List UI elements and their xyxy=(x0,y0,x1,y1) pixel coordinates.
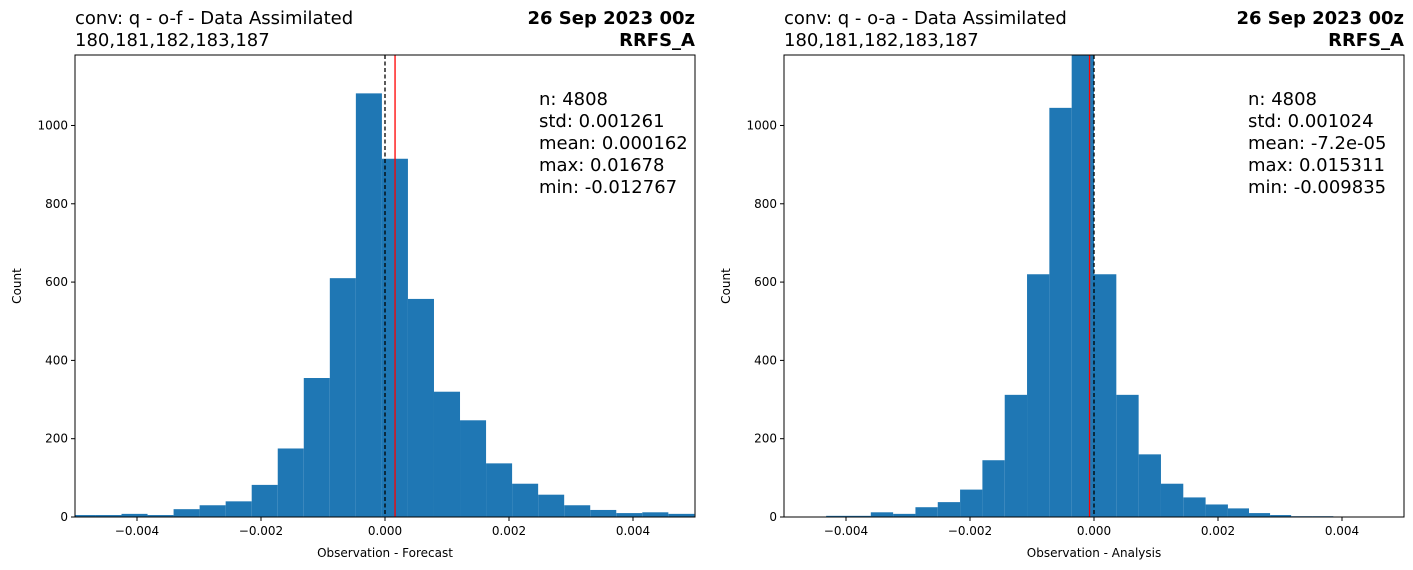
histogram-bar xyxy=(616,513,643,517)
histogram-bar xyxy=(915,507,938,517)
histogram-bar xyxy=(1116,394,1139,517)
stat-mean: mean: 0.000162 xyxy=(539,133,688,154)
histogram-bar xyxy=(486,463,513,517)
histogram-bar xyxy=(1071,55,1094,517)
stat-max: max: 0.015311 xyxy=(1248,155,1385,176)
y-tick-label: 400 xyxy=(754,353,777,367)
y-tick-label: 200 xyxy=(754,432,777,446)
stats-box: n: 4808 std: 0.001024 mean: -7.2e-05 max… xyxy=(1248,89,1386,199)
histogram-bar xyxy=(147,515,174,517)
x-tick-label: 0.000 xyxy=(368,524,402,538)
x-tick-label: 0.004 xyxy=(1325,524,1359,538)
x-tick-label: −0.004 xyxy=(115,524,159,538)
histogram-bar xyxy=(960,489,983,517)
title-left-line2: 180,181,182,183,187 xyxy=(75,30,270,51)
histogram-bar xyxy=(1183,497,1206,517)
stat-min: min: -0.009835 xyxy=(1248,177,1387,198)
histogram-bar xyxy=(433,391,461,517)
histogram-bar xyxy=(1205,504,1228,517)
histogram-bar xyxy=(642,512,669,517)
y-axis-label: Count xyxy=(719,268,733,304)
histogram-bar xyxy=(982,460,1005,517)
y-tick-label: 600 xyxy=(754,275,777,289)
histogram-bar xyxy=(870,512,894,517)
stat-std: std: 0.001261 xyxy=(539,111,665,132)
y-tick-label: 400 xyxy=(45,353,68,367)
y-tick-label: 800 xyxy=(45,197,68,211)
histogram-bar xyxy=(75,515,96,517)
x-axis-label: Observation - Forecast xyxy=(317,546,453,560)
histogram-bar xyxy=(937,502,961,517)
histogram-analysis: −0.004 −0.002 0.000 0.002 0.004 0 200 400 600 800… xyxy=(719,54,1405,560)
chart-panel-forecast: conv: q - o-f - Data Assimilated 180,181… xyxy=(0,0,700,570)
histogram-bar xyxy=(173,509,200,517)
y-tick-label: 0 xyxy=(60,510,68,524)
histogram-bar xyxy=(407,298,434,517)
histogram-bar xyxy=(303,378,330,517)
title-right-date: 26 Sep 2023 00z xyxy=(1236,8,1404,29)
histogram-bar xyxy=(1094,274,1117,517)
title-right-date: 26 Sep 2023 00z xyxy=(527,8,695,29)
histogram-bar xyxy=(329,278,356,517)
histogram-bar xyxy=(1049,107,1072,517)
plot-area xyxy=(75,55,695,517)
y-tick-label: 800 xyxy=(754,197,777,211)
x-axis-label: Observation - Analysis xyxy=(1027,546,1161,560)
histogram-bar xyxy=(668,513,695,517)
histogram-bar xyxy=(1160,483,1184,517)
x-tick-label: 0.004 xyxy=(616,524,650,538)
histogram-bar xyxy=(538,494,565,517)
x-tick-label: −0.004 xyxy=(824,524,868,538)
x-tick-label: −0.002 xyxy=(239,524,283,538)
y-tick-label: 200 xyxy=(45,432,68,446)
histogram-bar xyxy=(460,420,487,517)
stats-box: n: 4808 std: 0.001261 mean: 0.000162 max… xyxy=(539,89,688,199)
histogram-bar xyxy=(251,484,278,517)
y-tick-label: 600 xyxy=(45,275,68,289)
histogram-bar xyxy=(1027,274,1050,517)
stat-min: min: -0.012767 xyxy=(539,177,678,198)
histogram-bar xyxy=(1249,513,1271,517)
histogram-bar xyxy=(1227,508,1249,517)
chart-panel-analysis: conv: q - o-a - Data Assimilated 180,181… xyxy=(709,0,1409,570)
histogram-bar xyxy=(355,93,382,517)
histogram-forecast: −0.004 −0.002 0.000 0.002 0.004 0 200 400 600 800… xyxy=(10,54,696,560)
histogram-bar xyxy=(277,448,304,517)
histogram-bar xyxy=(826,515,849,517)
y-tick-label: 1000 xyxy=(37,118,68,132)
stat-n: n: 4808 xyxy=(539,89,609,110)
histogram-bar xyxy=(95,515,122,517)
stat-mean: mean: -7.2e-05 xyxy=(1248,133,1387,154)
x-tick-label: −0.002 xyxy=(948,524,992,538)
y-tick-label: 1000 xyxy=(746,118,777,132)
x-tick-label: 0.002 xyxy=(1201,524,1235,538)
title-right-model: RRFS_A xyxy=(1328,30,1404,51)
histogram-bar xyxy=(121,513,148,517)
histogram-bar xyxy=(893,513,916,517)
histogram-bar xyxy=(590,509,617,517)
histogram-bar xyxy=(225,501,252,517)
histogram-bar xyxy=(564,505,591,517)
histogram-bar xyxy=(848,515,871,517)
y-axis-label: Count xyxy=(10,268,24,304)
x-tick-label: 0.000 xyxy=(1077,524,1111,538)
title-left-line1: conv: q - o-a - Data Assimilated xyxy=(784,8,1067,29)
stat-max: max: 0.01678 xyxy=(539,155,665,176)
y-tick-label: 0 xyxy=(769,510,777,524)
histogram-bar xyxy=(199,505,226,517)
x-tick-label: 0.002 xyxy=(492,524,526,538)
title-left-line2: 180,181,182,183,187 xyxy=(784,30,979,51)
histogram-bar xyxy=(1138,454,1161,517)
histogram-bar xyxy=(1270,515,1292,517)
stat-std: std: 0.001024 xyxy=(1248,111,1374,132)
histogram-bar xyxy=(512,483,539,517)
histogram-bar xyxy=(1004,394,1028,517)
plot-area xyxy=(826,55,1334,517)
title-right-model: RRFS_A xyxy=(619,30,695,51)
stat-n: n: 4808 xyxy=(1248,89,1318,110)
title-left-line1: conv: q - o-f - Data Assimilated xyxy=(75,8,354,29)
